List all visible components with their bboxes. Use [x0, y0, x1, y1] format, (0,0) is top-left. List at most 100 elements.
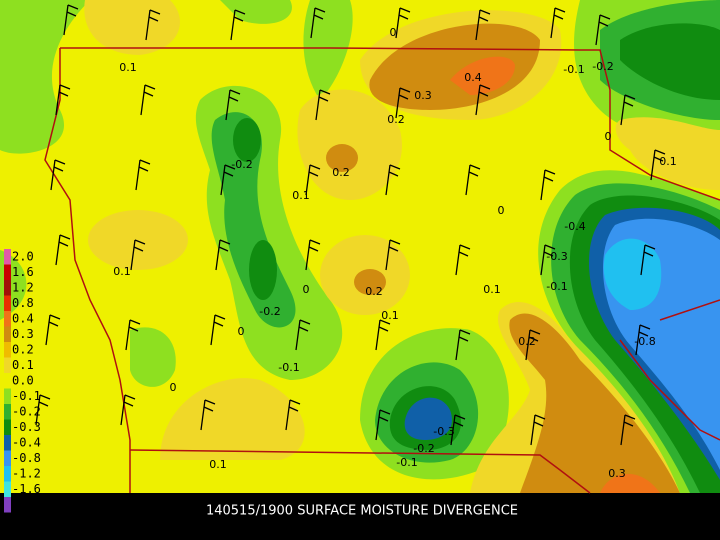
- region: [620, 23, 720, 100]
- legend-label: 0.8: [12, 296, 34, 310]
- contour-label: 0.1: [483, 283, 501, 296]
- contour-label: 0.1: [381, 309, 399, 322]
- legend-label: -2.0: [12, 498, 41, 512]
- region: [615, 117, 720, 190]
- region: [600, 473, 660, 493]
- contour-label: 0.3: [608, 467, 626, 480]
- legend-label: -0.1: [12, 389, 41, 403]
- contour-label: -0.3: [433, 425, 454, 438]
- contour-label: 0.4: [464, 71, 482, 84]
- legend-label: -0.2: [12, 405, 41, 419]
- wind-barb: [475, 9, 491, 41]
- legend-swatch: [4, 388, 11, 404]
- contour-label: 0.2: [518, 335, 536, 348]
- wind-barb: [305, 164, 321, 196]
- wind-barb: [395, 87, 411, 119]
- region: [450, 56, 515, 95]
- contour-label: -0.1: [546, 280, 567, 293]
- contour-label: -0.2: [231, 158, 252, 171]
- wind-barb: [375, 409, 391, 441]
- wind-barb: [540, 244, 556, 276]
- region: [220, 0, 292, 24]
- legend-swatch: [4, 357, 11, 373]
- wind-barb: [650, 149, 666, 181]
- legend-swatch: [4, 249, 11, 265]
- legend-swatch: [4, 295, 11, 311]
- wind-barb: [550, 7, 566, 39]
- wind-barb: [125, 319, 141, 351]
- wind-barb: [50, 159, 66, 191]
- contour-label: 0.2: [387, 113, 405, 126]
- wind-barb: [620, 414, 636, 446]
- wind-barb: [455, 329, 471, 361]
- legend-swatch: [4, 497, 11, 513]
- contour-label: 0.1: [659, 155, 677, 168]
- wind-barb: [455, 244, 471, 276]
- legend-swatch: [4, 450, 11, 466]
- legend-swatch: [4, 435, 11, 451]
- border-line: [129, 449, 591, 494]
- legend-label: 2.0: [12, 250, 34, 264]
- wind-barb: [530, 414, 546, 446]
- contour-label: 0: [170, 381, 177, 394]
- wind-barb: [305, 239, 321, 271]
- contour-label: 0.1: [292, 189, 310, 202]
- wind-barb: [120, 394, 136, 426]
- region: [354, 269, 386, 295]
- legend-label: 0.0: [12, 374, 34, 388]
- border-line: [60, 47, 720, 201]
- region: [509, 313, 680, 493]
- wind-barb: [135, 159, 151, 191]
- region: [303, 0, 353, 100]
- contour-label: 0: [498, 204, 505, 217]
- wind-barb: [63, 4, 79, 36]
- legend: 2.01.6 1.20.8 0.40.3 0.20.1 0.0-0.1 -0.2-0.3 -…: [4, 249, 41, 513]
- legend-swatch: [4, 342, 11, 358]
- legend-label: -1.2: [12, 467, 41, 481]
- contour-label: -0.3: [546, 250, 567, 263]
- borders: [44, 47, 720, 494]
- legend-label: -1.6: [12, 482, 41, 496]
- region: [84, 0, 180, 55]
- legend-swatch: [4, 419, 11, 435]
- contour-label: 0.2: [332, 166, 350, 179]
- wind-barb: [55, 84, 71, 116]
- legend-swatch: [4, 466, 11, 482]
- region: [233, 118, 261, 162]
- border-line: [619, 339, 720, 441]
- legend-swatch: [4, 311, 11, 327]
- wind-barb: [285, 399, 301, 431]
- legend-label: 0.2: [12, 343, 34, 357]
- wind-barb: [140, 84, 156, 116]
- wind-barb: [450, 414, 466, 446]
- field: [0, 0, 720, 494]
- legend-label: 0.3: [12, 327, 34, 341]
- legend-swatch: [4, 326, 11, 342]
- contour-label: -0.1: [563, 63, 584, 76]
- wind-barb: [145, 9, 161, 41]
- contour-label: -0.4: [564, 220, 585, 233]
- region: [88, 210, 188, 270]
- wind-barb: [130, 239, 146, 271]
- wind-barb: [295, 319, 311, 351]
- region: [297, 89, 402, 200]
- legend-label: 1.2: [12, 281, 34, 295]
- wind-barb: [395, 7, 411, 39]
- region: [130, 327, 176, 387]
- wind-barb: [225, 89, 241, 121]
- contour-label: -0.1: [396, 456, 417, 469]
- contour-labels: 0.100.40.30.2-0.1 -0.20-0.20.20.10.10-0.4…: [113, 26, 677, 480]
- contour-label: 0.1: [113, 265, 131, 278]
- wind-barb: [210, 314, 226, 346]
- wind-barb: [310, 7, 326, 39]
- wind-barb: [55, 234, 71, 266]
- wind-barb: [540, 169, 556, 201]
- region: [404, 397, 452, 440]
- wind-barb: [620, 94, 636, 126]
- contour-label: 0.2: [365, 285, 383, 298]
- wind-barb: [640, 244, 656, 276]
- legend-label: 0.4: [12, 312, 34, 326]
- wind-barb: [475, 84, 491, 116]
- contour-label: 0.1: [209, 458, 227, 471]
- region: [249, 240, 277, 300]
